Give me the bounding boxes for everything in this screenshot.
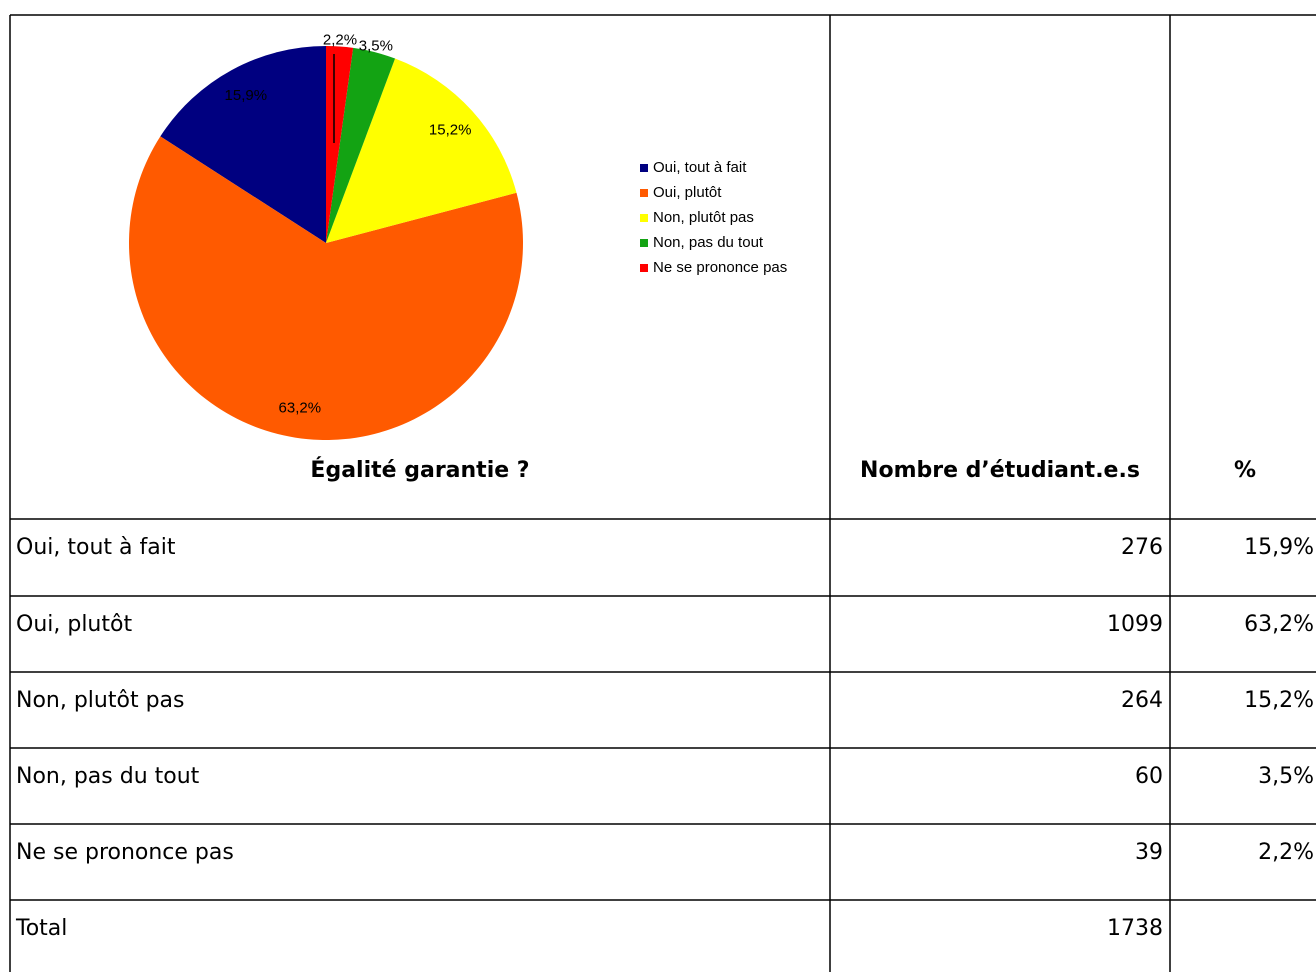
legend-swatch [640,189,648,197]
table-cell: 15,9% [1244,535,1314,560]
table-cell: 39 [1135,840,1163,865]
table-cell: Non, plutôt pas [16,688,184,713]
legend-swatch [640,164,648,172]
legend-label: Oui, tout à fait [653,159,747,176]
legend-label: Oui, plutôt [653,184,722,201]
data-label: 2,2% [323,32,357,49]
header-cell: % [1234,458,1256,483]
table-cell: 264 [1121,688,1163,713]
table-cell: 276 [1121,535,1163,560]
pie-slice [128,136,524,441]
table-cell: 60 [1135,764,1163,789]
data-label: 15,9% [225,87,268,104]
legend-label: Non, plutôt pas [653,209,754,226]
table-cell: Oui, tout à fait [16,535,176,560]
header-cell: Égalité garantie ? [310,457,529,483]
table-cell: 63,2% [1244,612,1314,637]
pie-slice [326,47,396,243]
legend-swatch [640,239,648,247]
data-label: 63,2% [279,399,322,416]
legend-swatch [640,264,648,272]
table-cell: 3,5% [1258,764,1314,789]
table-cell: 1738 [1107,916,1163,941]
header-cell: Nombre d’étudiant.e.s [860,458,1140,483]
legend-label: Ne se prononce pas [653,259,787,276]
table-cell: 1099 [1107,612,1163,637]
legend-label: Non, pas du tout [653,234,764,251]
data-label: 15,2% [429,122,472,139]
table-cell: Non, pas du tout [16,764,200,789]
table-cell: Total [15,916,67,941]
legend-swatch [640,214,648,222]
pie-slice [326,58,517,244]
pie-slice [160,46,326,243]
pie-slice [326,46,354,243]
table-cell: 2,2% [1258,840,1314,865]
table-cell: Oui, plutôt [16,612,132,637]
table-cell: 15,2% [1244,688,1314,713]
data-label: 3,5% [359,37,393,54]
table-cell: Ne se prononce pas [16,840,234,865]
